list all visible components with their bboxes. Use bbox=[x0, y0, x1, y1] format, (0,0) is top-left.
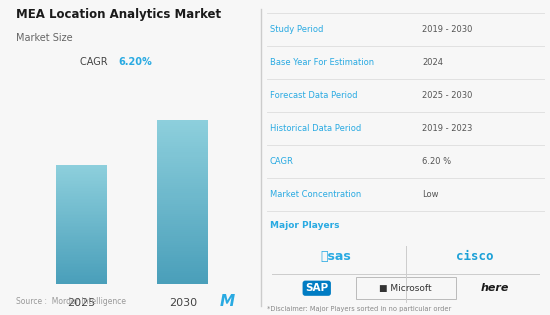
Text: Study Period: Study Period bbox=[270, 25, 323, 34]
Text: ■ Microsoft: ■ Microsoft bbox=[379, 284, 432, 293]
Text: 2030: 2030 bbox=[169, 298, 197, 308]
Text: Low: Low bbox=[422, 190, 439, 199]
Text: CAGR: CAGR bbox=[270, 157, 293, 166]
Text: 6.20%: 6.20% bbox=[118, 57, 152, 67]
Text: 2025: 2025 bbox=[67, 298, 95, 308]
Text: 2025 - 2030: 2025 - 2030 bbox=[422, 91, 472, 100]
Text: cisco: cisco bbox=[456, 250, 494, 263]
Text: Base Year For Estimation: Base Year For Estimation bbox=[270, 58, 373, 67]
Text: here: here bbox=[480, 283, 509, 293]
Text: Historical Data Period: Historical Data Period bbox=[270, 124, 361, 133]
Text: Major Players: Major Players bbox=[270, 220, 339, 230]
Text: CAGR: CAGR bbox=[80, 57, 113, 67]
Text: 6.20 %: 6.20 % bbox=[422, 157, 452, 166]
Text: Market Size: Market Size bbox=[16, 33, 73, 43]
Text: *Disclaimer: Major Players sorted in no particular order: *Disclaimer: Major Players sorted in no … bbox=[267, 306, 451, 312]
Text: Ⓢsas: Ⓢsas bbox=[321, 250, 351, 263]
Text: 2019 - 2030: 2019 - 2030 bbox=[422, 25, 472, 34]
Text: Market Concentration: Market Concentration bbox=[270, 190, 361, 199]
Text: 2019 - 2023: 2019 - 2023 bbox=[422, 124, 472, 133]
Text: 2024: 2024 bbox=[422, 58, 443, 67]
Text: Forecast Data Period: Forecast Data Period bbox=[270, 91, 357, 100]
Text: Source :  Mordor Intelligence: Source : Mordor Intelligence bbox=[16, 296, 126, 306]
Text: SAP: SAP bbox=[305, 283, 328, 293]
Text: M: M bbox=[220, 294, 235, 309]
Text: MEA Location Analytics Market: MEA Location Analytics Market bbox=[16, 8, 222, 21]
